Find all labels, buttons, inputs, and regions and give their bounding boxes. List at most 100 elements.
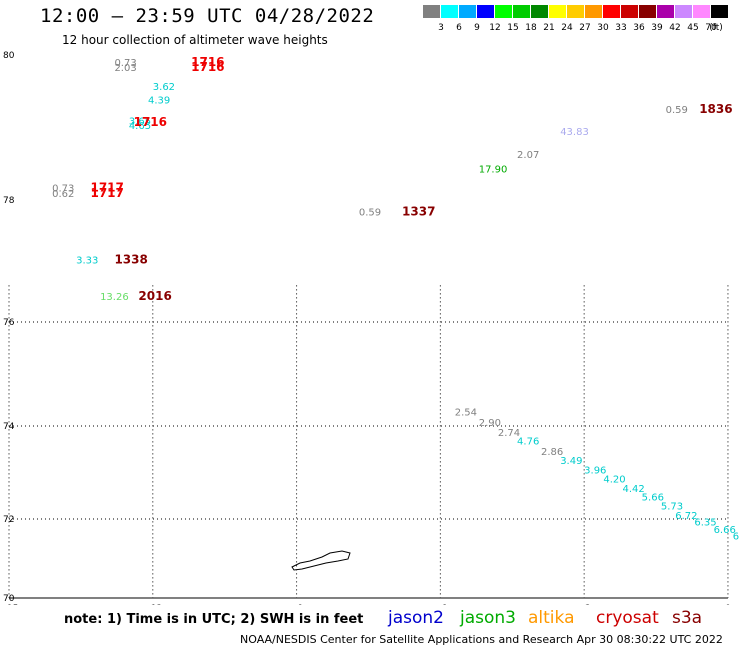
wave-height-label: 4.76: [517, 437, 539, 448]
wave-height-label: 2.07: [517, 150, 539, 161]
legend-swatch: [459, 5, 476, 18]
legend-swatch: [567, 5, 584, 18]
axis-tick-labels: −15 −12 −9 −6 −3 0 80 78 76 74 72 70: [0, 51, 731, 605]
legend-label: 6: [456, 23, 462, 33]
legend-label: 39: [651, 23, 663, 33]
legend-label: 24: [561, 23, 573, 33]
wave-height-label: 5.66: [642, 492, 664, 503]
satellite-name: altika: [528, 608, 575, 628]
legend-label: 15: [507, 23, 519, 33]
map-gridlines: [8, 285, 729, 599]
credit-line: NOAA/NESDIS Center for Satellite Applica…: [240, 633, 723, 646]
wave-height-label: 4.20: [603, 475, 625, 486]
legend-swatch: [621, 5, 638, 18]
legend-label: 27: [579, 23, 591, 33]
wave-height-label: 3.62: [153, 82, 175, 93]
legend-swatch: [423, 5, 440, 18]
wave-height-label: 0.62: [52, 189, 74, 200]
legend-label: 18: [525, 23, 537, 33]
satellite-name: cryosat: [596, 608, 659, 628]
x-tick-label: −6: [434, 604, 448, 605]
wave-height-label: 6.66: [714, 525, 736, 536]
wave-height-label: 17.90: [479, 164, 508, 175]
map-subtitle: 12 hour collection of altimeter wave hei…: [62, 33, 328, 47]
legend-swatch: [477, 5, 494, 18]
legend-label: 3: [438, 23, 444, 33]
pass-time-label: 1836: [699, 102, 732, 116]
legend-swatch: [513, 5, 530, 18]
legend-swatch: [639, 5, 656, 18]
altimeter-map: −15−12−9−6−30807876747270 0.732.033.624.…: [0, 51, 739, 605]
legend-unit: (ft): [709, 23, 723, 33]
wave-height-label: 2.90: [479, 418, 501, 429]
pass-time-label: 1717: [90, 186, 123, 200]
legend-label: 42: [669, 23, 681, 33]
legend-label: 21: [543, 23, 555, 33]
wave-height-points: 0.732.033.624.393.654.650.730.620.593.33…: [52, 58, 739, 543]
wave-height-label: 5.73: [661, 502, 683, 513]
legend-swatch: [585, 5, 602, 18]
satellite-name: jason2: [388, 608, 444, 628]
y-tick-label: 70: [3, 594, 15, 604]
wave-height-label: 4.39: [148, 96, 170, 107]
wave-height-label: 2.54: [455, 408, 477, 419]
x-tick-label: −12: [143, 604, 162, 605]
legend-swatch: [441, 5, 458, 18]
wave-height-label: 6.72: [675, 511, 697, 522]
wave-height-label: 0.59: [359, 207, 381, 218]
legend-label: 70: [705, 23, 717, 33]
legend-swatch: [657, 5, 674, 18]
pass-time-label: 1716: [134, 115, 167, 129]
wave-height-label: 3.49: [560, 456, 582, 467]
pass-time-label: 2016: [138, 289, 171, 303]
y-tick-label: 74: [3, 422, 15, 432]
wave-height-label: 43.83: [560, 127, 589, 138]
wave-height-label: 2.03: [114, 63, 136, 74]
wave-height-label: 0.73: [114, 58, 136, 69]
pass-time-label: 1717: [90, 180, 123, 194]
pass-time-label: 1338: [114, 252, 147, 266]
legend-label: 36: [633, 23, 645, 33]
x-tick-label: −9: [290, 604, 304, 605]
y-tick-label: 80: [3, 51, 15, 61]
legend-label: 33: [615, 23, 627, 33]
satellite-name: s3a: [672, 608, 703, 628]
y-tick-label: 76: [3, 318, 15, 328]
wave-height-label: 2.74: [498, 428, 520, 439]
legend-swatch: [495, 5, 512, 18]
wave-height-label: 3.96: [584, 465, 606, 476]
y-tick-label: 72: [3, 515, 14, 525]
legend-swatch: [531, 5, 548, 18]
wave-height-label: 3.65: [129, 117, 151, 128]
legend-swatch: [675, 5, 692, 18]
wave-height-label: 4.65: [129, 121, 151, 132]
coastline-island: [291, 550, 351, 571]
pass-time-label: 1716: [191, 60, 224, 74]
satellite-name: jason3: [460, 608, 516, 628]
wave-height-label: 13.26: [100, 292, 129, 303]
wave-height-label: 0.73: [52, 183, 74, 194]
wave-height-label: 2.86: [541, 447, 563, 458]
legend-swatch: [549, 5, 566, 18]
x-tick-label: −3: [578, 604, 591, 605]
y-tick-label: 78: [3, 196, 15, 206]
wave-height-label: 4.42: [623, 484, 645, 495]
legend-label: 45: [687, 23, 699, 33]
x-tick-label: 0: [725, 604, 731, 605]
wave-height-label: 0.59: [666, 105, 688, 116]
legend-swatch: [693, 5, 710, 18]
legend-label: 30: [597, 23, 609, 33]
legend-swatch: [603, 5, 620, 18]
footer-note: note: 1) Time is in UTC; 2) SWH is in fe…: [64, 612, 364, 627]
wave-height-label: 6.35: [694, 518, 716, 529]
legend-label: 9: [474, 23, 480, 33]
legend-swatch: [711, 5, 728, 18]
x-tick-label: −15: [0, 604, 19, 605]
wave-height-label: 6: [733, 532, 739, 543]
pass-time-label: 1716: [191, 55, 224, 69]
map-title: 12:00 – 23:59 UTC 04/28/2022: [40, 5, 375, 27]
pass-time-label: 1337: [402, 204, 435, 218]
wave-height-label: 3.33: [76, 255, 98, 266]
legend-label: 12: [489, 23, 501, 33]
